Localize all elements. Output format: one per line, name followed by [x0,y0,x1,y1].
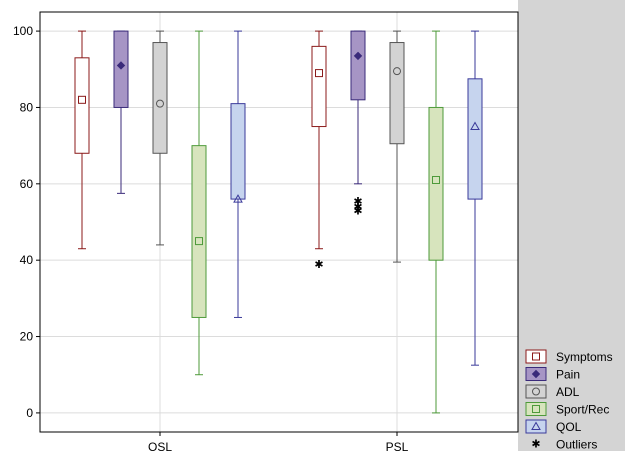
box-iqr [230,103,246,200]
y-tick-label: 40 [20,253,34,267]
y-tick-label: 20 [20,330,34,344]
legend-marker [532,387,540,396]
box-median-marker [156,99,164,108]
y-tick-label: 60 [20,177,34,191]
legend-outlier-symbol: ✱ [531,439,540,451]
box-iqr [74,57,90,154]
legend-swatch [525,402,547,416]
y-tick-label: 100 [13,24,33,38]
x-category-label: OSL [148,440,172,451]
box-median-marker [78,95,86,104]
legend-swatch [525,419,547,434]
y-tick-label: 80 [20,100,34,114]
legend-marker [532,405,540,413]
box-median-marker [432,176,440,184]
outlier-marker: ✱ [353,202,362,214]
box-iqr [152,42,168,154]
legend-label: QOL [556,420,582,434]
box-median-marker [470,121,480,131]
x-category-label: PSL [386,440,409,451]
box-median-marker [353,51,363,61]
box-iqr [311,45,327,128]
legend-swatch [525,384,547,399]
box-median-marker [116,61,126,70]
box-iqr [350,30,366,101]
legend-marker [531,421,541,430]
plot-frame-outline [39,11,519,433]
box-median-marker [233,194,243,203]
box-iqr [467,78,483,200]
box-median-marker [315,69,323,78]
legend-label: Pain [556,368,580,382]
box-iqr [191,145,207,318]
y-tick-label: 0 [26,406,33,420]
outlier-marker: ✱ [353,206,362,218]
legend-label: Sport/Rec [556,403,609,417]
outlier-marker: ✱ [353,196,362,208]
legend-label: Symptoms [556,350,613,364]
legend-label: ADL [556,385,580,399]
legend-marker [532,352,540,361]
box-median-marker [195,237,203,246]
plot-frame [39,11,519,433]
legend-label-outliers: Outliers [556,438,597,451]
box-median-marker [393,67,401,76]
box-iqr [389,42,405,145]
legend-marker [531,369,541,379]
legend-swatch [525,349,547,364]
outlier-marker: ✱ [314,259,323,271]
